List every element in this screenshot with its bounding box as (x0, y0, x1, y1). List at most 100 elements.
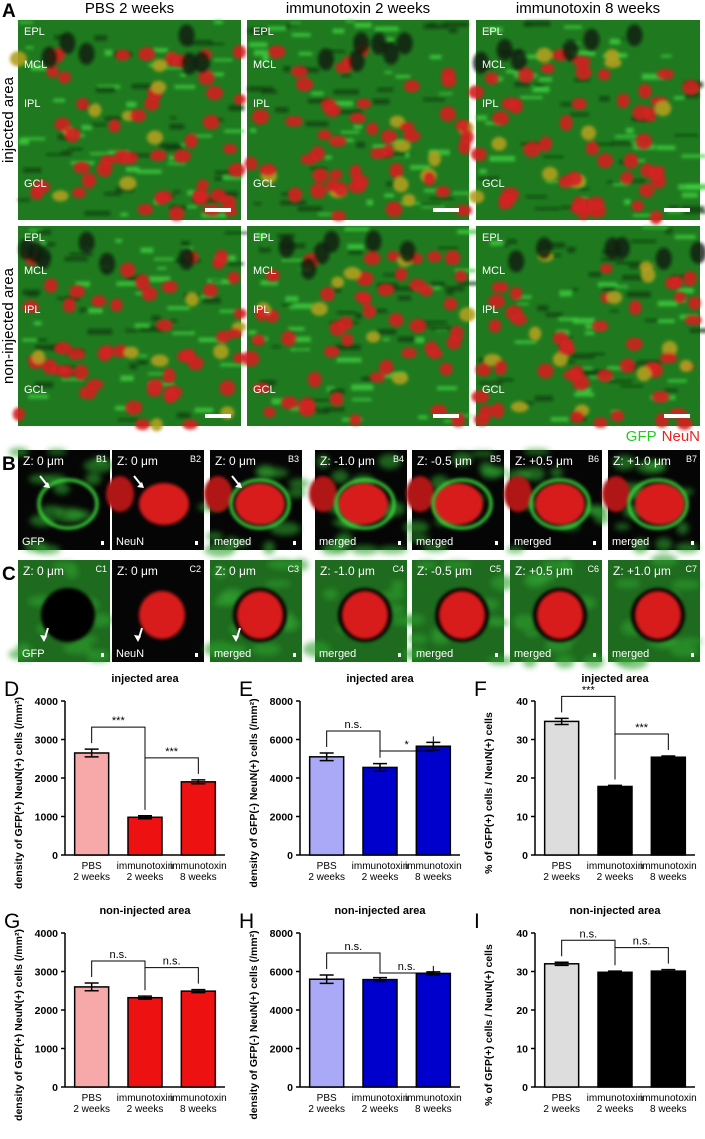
fiber (181, 240, 190, 247)
fiber (641, 73, 664, 80)
scale-bar (433, 208, 459, 212)
y-axis-label: density of GFP(-) NeuN(+) cells (/mm²) (248, 930, 260, 1119)
fiber (94, 35, 108, 41)
nucleus (626, 337, 643, 351)
nucleus (150, 80, 167, 94)
fiber (424, 188, 439, 193)
column-header: immunotoxin 2 weeks (286, 0, 430, 17)
fiber (615, 578, 641, 589)
chart-title: non-injected area (334, 905, 426, 917)
fiber (172, 331, 195, 335)
fiber (560, 102, 573, 107)
nucleus (540, 63, 555, 74)
fiber (406, 614, 425, 626)
nucleus (184, 133, 198, 149)
fiber (372, 98, 390, 105)
significance-bracket (379, 965, 434, 974)
fiber (384, 71, 393, 74)
fiber (269, 522, 301, 536)
arrow-head (43, 482, 50, 488)
fiber (431, 326, 451, 331)
fiber (61, 378, 84, 381)
fiber (445, 290, 454, 295)
channel-label: merged (612, 648, 649, 660)
nucleus (500, 193, 516, 208)
fiber (374, 26, 399, 32)
scale-bar (691, 541, 694, 545)
x-tick-label: PBS (82, 1093, 102, 1104)
nucleus (255, 305, 268, 322)
nucleus (227, 328, 242, 339)
fiber (650, 554, 678, 568)
fiber (534, 395, 553, 402)
tile-id: B1 (96, 454, 107, 464)
panel-label: A (2, 1, 16, 22)
micrograph: Z: +0.5 μm C6 merged (510, 558, 605, 669)
fiber (260, 280, 278, 286)
fiber (322, 407, 345, 412)
nucleus (212, 256, 226, 270)
fiber (476, 115, 487, 121)
fiber (86, 649, 111, 663)
micrograph: EPL MCL IPL GCL (244, 20, 474, 221)
y-axis-label: density of GFP(-) NeuN(+) cells (/mm²) (248, 698, 260, 887)
dark-cell (313, 242, 330, 265)
tile-id: C3 (287, 564, 299, 574)
fiber (578, 187, 590, 191)
fiber (97, 85, 121, 89)
fiber (620, 385, 644, 388)
scale-bar (101, 541, 104, 545)
bar (73, 752, 110, 856)
fiber (224, 129, 244, 133)
nucleus (280, 396, 298, 410)
nucleus (317, 129, 332, 141)
fiber (397, 295, 412, 301)
x-tick-label: immunotoxin (117, 861, 174, 872)
tile-id: B3 (288, 454, 299, 464)
nucleus (146, 130, 164, 145)
x-tick-label: 8 weeks (650, 872, 687, 883)
nucleus (268, 45, 286, 59)
nucleus (494, 360, 507, 376)
nucleus (537, 591, 583, 639)
fiber (127, 275, 143, 282)
nucleus (110, 298, 123, 312)
micrograph: Z: -1.0 μm B4 merged (309, 450, 408, 555)
fiber (352, 321, 359, 325)
fiber (595, 142, 614, 146)
bar (362, 766, 398, 856)
fiber (64, 256, 88, 262)
nucleus (341, 333, 354, 347)
fiber (347, 244, 364, 250)
bar (650, 756, 687, 856)
channel-label: merged (416, 536, 453, 548)
dark-cell (78, 231, 95, 254)
fiber (635, 159, 646, 163)
nucleus (81, 172, 97, 189)
nucleus (683, 270, 697, 287)
scale-bar (593, 653, 596, 657)
fiber (198, 337, 224, 342)
fiber (366, 199, 374, 206)
fiber (148, 276, 171, 282)
fiber (684, 210, 705, 214)
fiber (85, 472, 102, 486)
x-tick-label: 2 weeks (543, 1104, 580, 1115)
fiber (115, 238, 122, 243)
x-tick-label: 8 weeks (415, 872, 452, 883)
nucleus (9, 51, 27, 67)
fiber (522, 401, 534, 405)
membrane-ring (627, 478, 689, 530)
fiber (615, 261, 642, 265)
fiber (261, 89, 277, 94)
fiber (616, 38, 625, 41)
fiber (125, 329, 138, 333)
fiber (523, 448, 551, 456)
nucleus (203, 283, 218, 298)
y-tick-label: 2000 (270, 812, 294, 824)
fiber (657, 319, 675, 323)
nucleus (639, 183, 655, 198)
fiber (18, 21, 34, 24)
fiber (457, 229, 480, 235)
nucleus (88, 103, 102, 118)
